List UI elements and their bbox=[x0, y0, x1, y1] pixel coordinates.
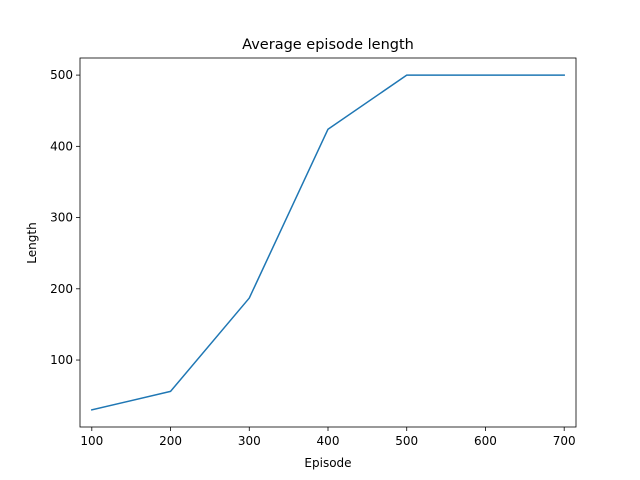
y-axis-title: Length bbox=[25, 222, 39, 263]
y-tick-label: 400 bbox=[50, 139, 73, 153]
x-axis-ticks: 100 200 300 400 500 600 700 bbox=[80, 427, 576, 448]
x-tick-label: 200 bbox=[159, 434, 182, 448]
y-tick-label: 300 bbox=[50, 211, 73, 225]
y-tick-label: 500 bbox=[50, 68, 73, 82]
y-tick-label: 200 bbox=[50, 282, 73, 296]
x-tick-label: 600 bbox=[474, 434, 497, 448]
x-tick-label: 100 bbox=[80, 434, 103, 448]
x-axis-title: Episode bbox=[304, 456, 351, 470]
x-tick-label: 400 bbox=[317, 434, 340, 448]
series-line bbox=[90, 74, 565, 411]
series-layer bbox=[90, 74, 565, 411]
x-tick-label: 500 bbox=[395, 434, 418, 448]
y-axis-ticks: 100 200 300 400 500 bbox=[50, 68, 80, 367]
y-tick-label: 100 bbox=[50, 353, 73, 367]
x-tick-label: 700 bbox=[553, 434, 576, 448]
chart-title: Average episode length bbox=[242, 37, 414, 53]
x-tick-label: 300 bbox=[238, 434, 261, 448]
axes-frame bbox=[79, 57, 577, 428]
